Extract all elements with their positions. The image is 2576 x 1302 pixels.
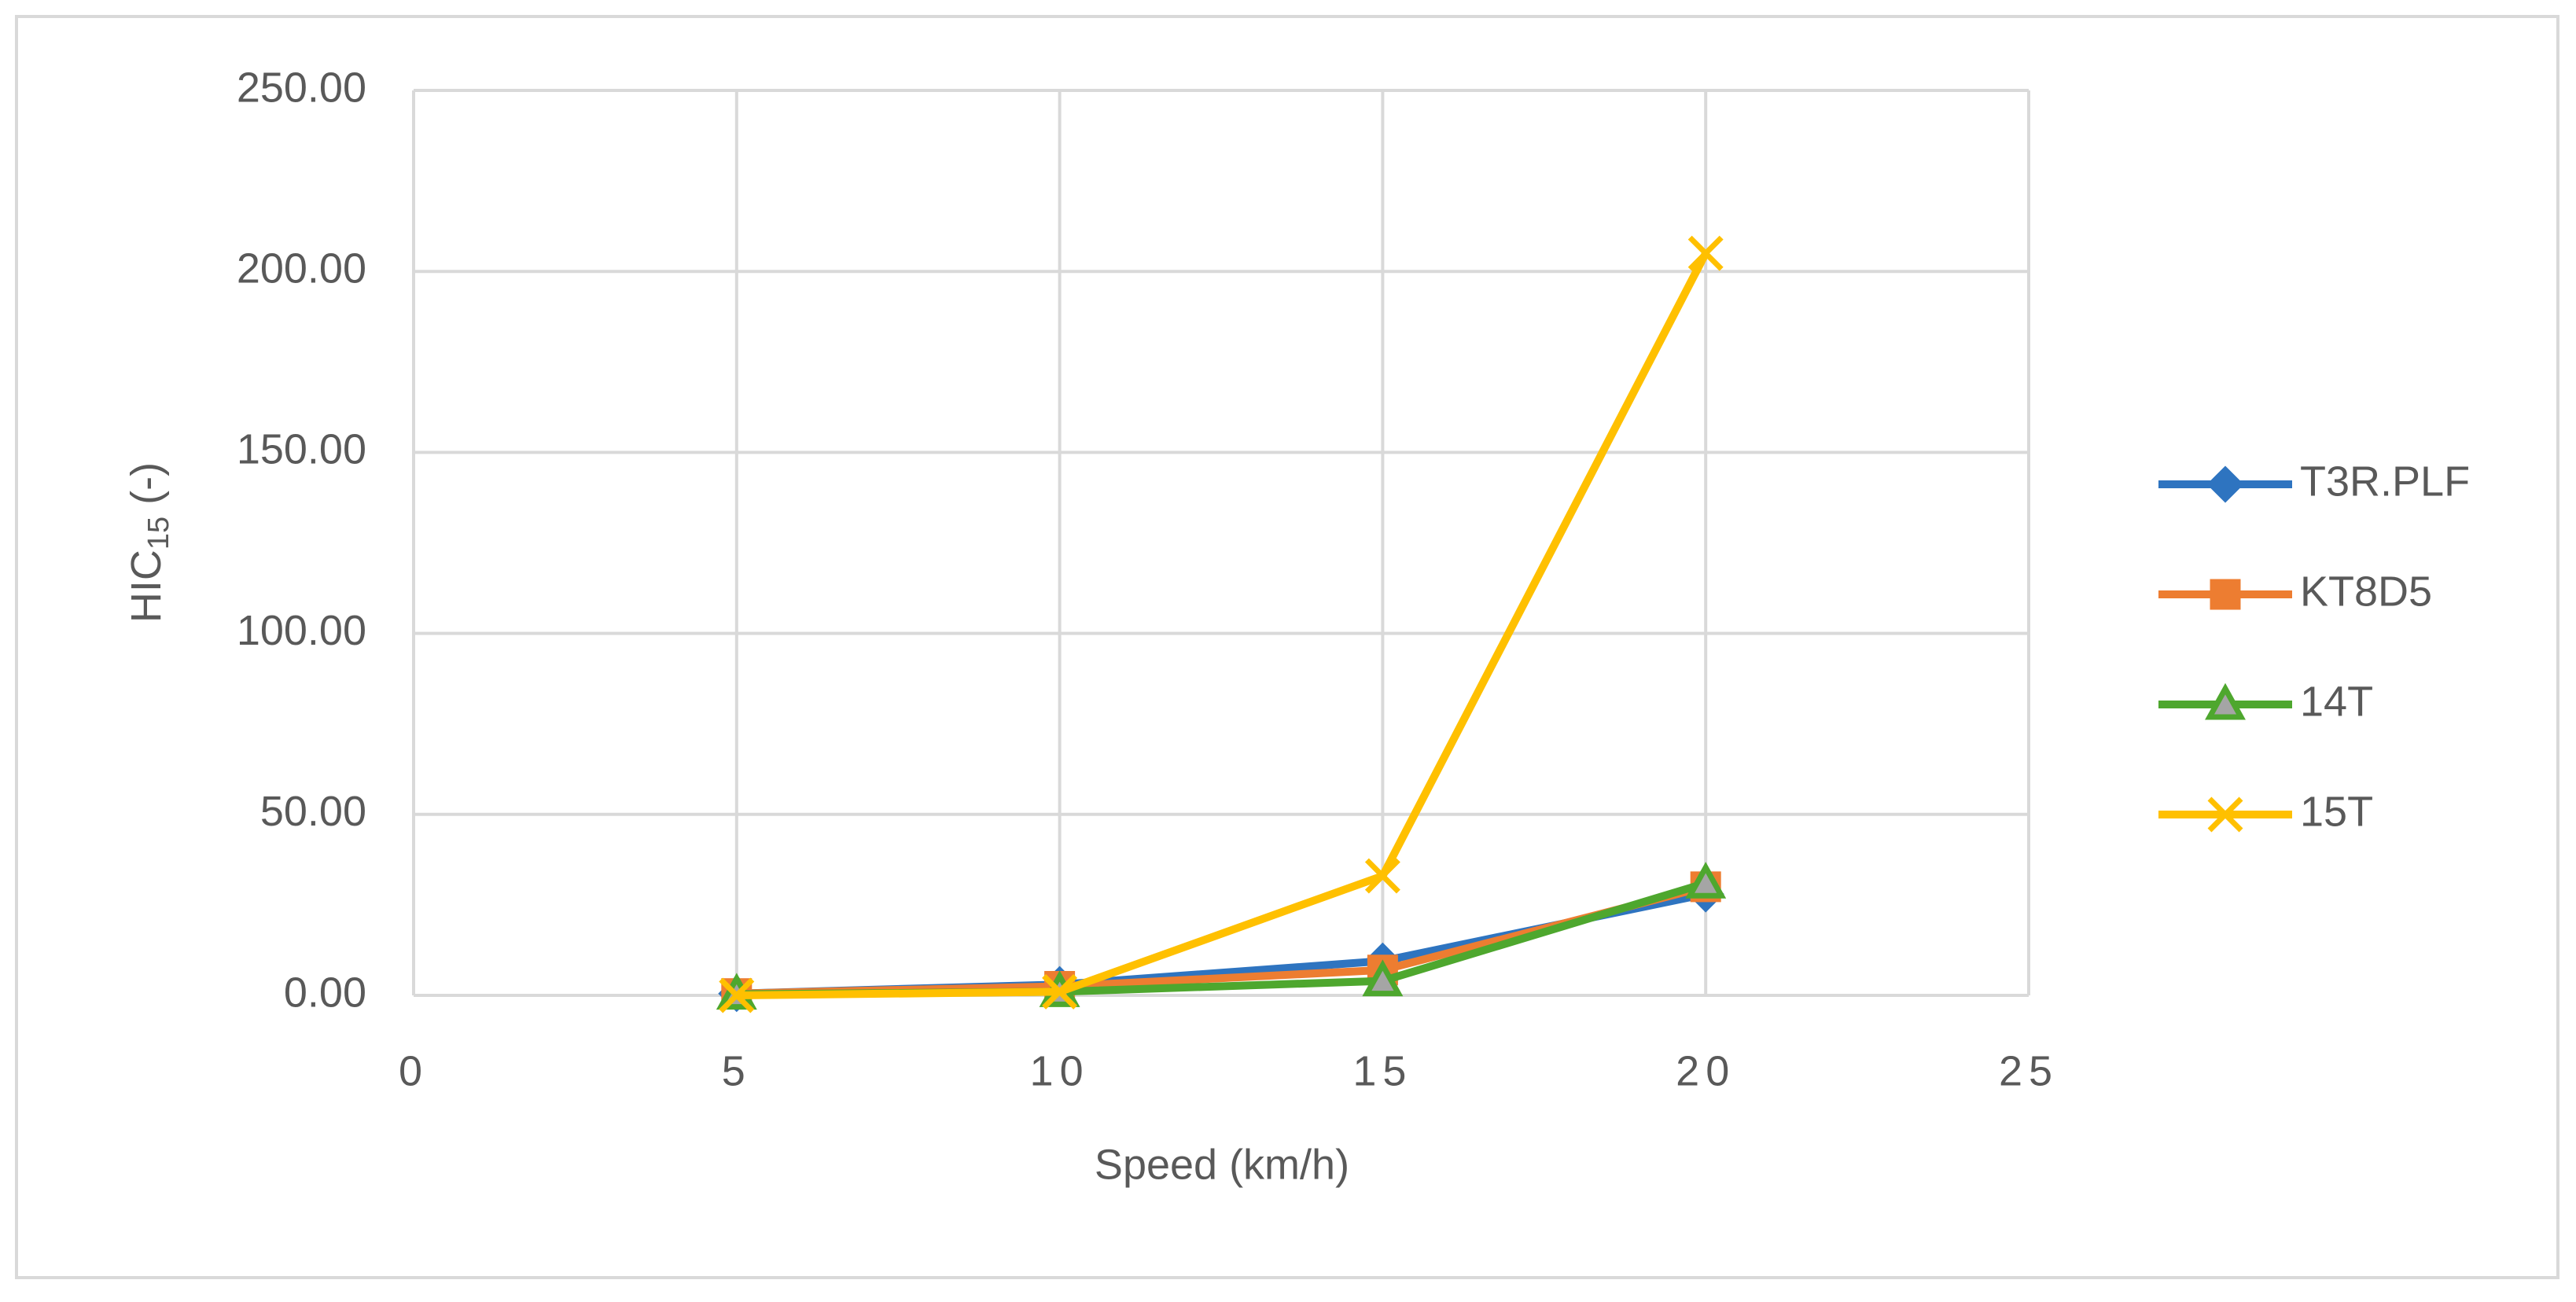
legend-item: KT8D5 [2158, 568, 2432, 615]
x-tick-label: 20 [1676, 1047, 1735, 1094]
marker [1685, 862, 1727, 899]
y-tick-label: 150.00 [237, 426, 366, 473]
y-axis-label: HIC15 (-) [123, 462, 175, 623]
y-axis-label-sub: 15 [142, 517, 175, 550]
legend-item: 14T [2158, 678, 2373, 725]
marker [1362, 959, 1404, 997]
marker [1364, 858, 1400, 894]
marker [2205, 682, 2246, 720]
y-tick-label: 200.00 [237, 245, 366, 292]
y-axis-label-suffix: (-) [123, 462, 170, 517]
series [719, 235, 1724, 1013]
marker [2207, 796, 2243, 833]
x-tick-label: 25 [1999, 1047, 2059, 1094]
marker [1687, 235, 1724, 271]
x-tick-label: 0 [399, 1047, 429, 1094]
marker [2210, 579, 2241, 610]
line [736, 251, 1709, 999]
y-tick-label: 250.00 [237, 64, 366, 111]
y-tick-label: 100.00 [237, 607, 366, 654]
legend-item: 15T [2158, 788, 2373, 835]
legend-label: KT8D5 [2300, 568, 2432, 615]
legend-label: 14T [2300, 678, 2373, 725]
legend-label: 15T [2300, 788, 2373, 835]
marker [1042, 973, 1078, 1010]
y-tick-label: 50.00 [260, 788, 366, 835]
legend-label: T3R.PLF [2300, 458, 2470, 505]
legend-item: T3R.PLF [2158, 458, 2470, 505]
x-tick-label: 10 [1030, 1047, 1090, 1094]
x-tick-label: 15 [1352, 1047, 1412, 1094]
x-axis-label: Speed (km/h) [1095, 1141, 1349, 1188]
y-tick-label: 0.00 [284, 969, 366, 1016]
x-tick-label: 5 [722, 1047, 752, 1094]
y-axis-label-main: HIC [123, 550, 170, 623]
chart-border [15, 15, 2559, 1279]
marker [719, 977, 755, 1013]
marker [2206, 465, 2244, 503]
